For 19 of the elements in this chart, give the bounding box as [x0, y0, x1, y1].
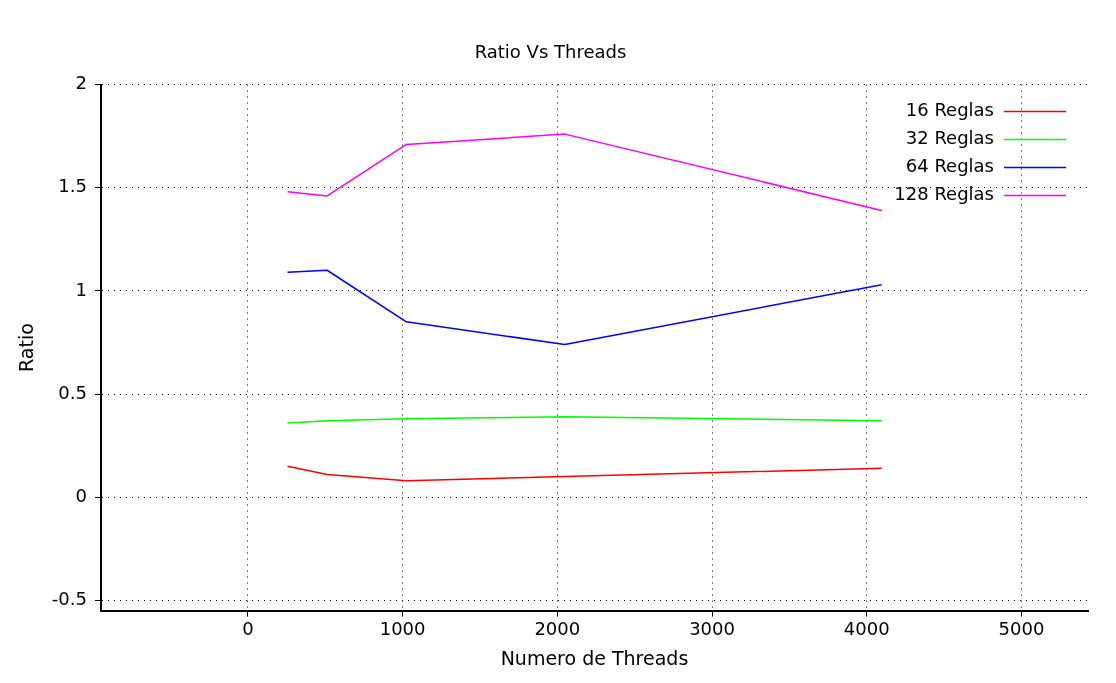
x-tick-label: 1000 [379, 618, 426, 640]
x-tick-label: 2000 [534, 618, 581, 640]
legend-label: 128 Reglas [894, 183, 994, 205]
legend-label: 32 Reglas [905, 127, 994, 149]
y-tick-label: 2 [75, 72, 87, 94]
y-tick-label: 1.5 [58, 175, 87, 197]
x-tick-label: 5000 [998, 618, 1045, 640]
chart-title: Ratio Vs Threads [474, 41, 627, 63]
y-tick-label: -0.5 [51, 587, 87, 609]
x-tick-label: 3000 [689, 618, 735, 640]
x-axis-title: Numero de Threads [500, 646, 689, 669]
legend-label: 64 Reglas [905, 155, 994, 177]
y-tick-label: 0 [75, 484, 87, 506]
y-axis-title: Ratio [15, 323, 38, 372]
y-tick-label: 0.5 [58, 381, 87, 403]
x-tick-label: 0 [242, 618, 254, 640]
x-tick-label: 4000 [843, 618, 890, 640]
y-tick-label: 1 [75, 278, 87, 300]
legend-label: 16 Reglas [905, 99, 994, 121]
